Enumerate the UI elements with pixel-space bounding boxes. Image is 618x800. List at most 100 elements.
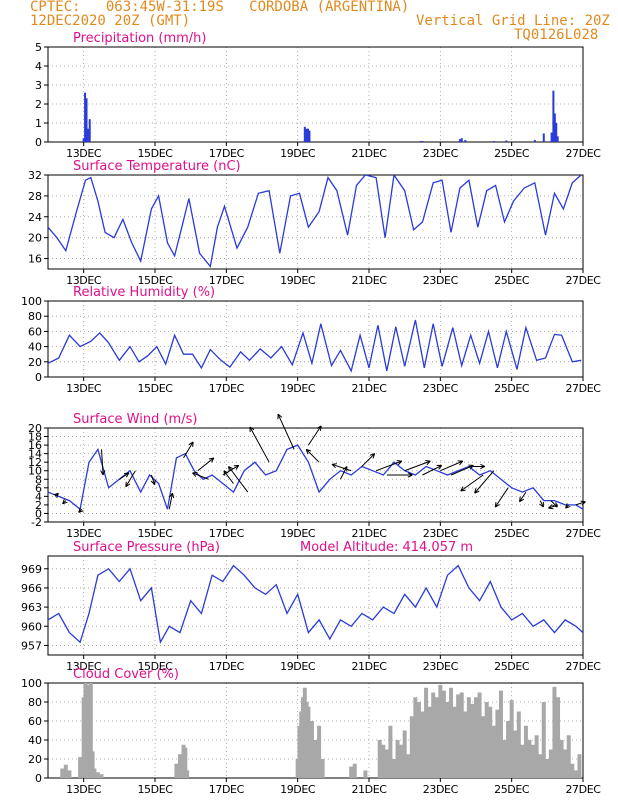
wind-arrow: [474, 470, 495, 494]
y-tick-label: 963: [21, 601, 42, 614]
wind-arrow-head: [249, 426, 255, 433]
cloud-bar: [466, 697, 471, 778]
cloud-bar: [174, 763, 179, 778]
x-tick-label: 25DEC: [494, 382, 530, 395]
panel-title: Relative Humidity (%): [73, 285, 215, 300]
wind-arrow-head: [494, 501, 500, 508]
y-tick-label: 60: [28, 325, 42, 338]
wind-arrow-head: [78, 507, 84, 513]
wind-arrow: [404, 460, 431, 472]
x-tick-label: 21DEC: [351, 147, 387, 160]
wind-arrow-head: [62, 498, 68, 505]
y-tick-label: 20: [28, 422, 42, 435]
y-tick-label: 4: [35, 60, 42, 73]
y-tick-label: 20: [28, 232, 42, 245]
cloud-bar: [516, 711, 521, 778]
cloud-bar: [177, 754, 182, 778]
cloud-bar: [563, 749, 568, 778]
temp-series-line: [48, 175, 582, 268]
cloud-bar: [402, 730, 407, 778]
cloud-bar: [481, 716, 486, 778]
precip-bar: [550, 132, 553, 142]
x-tick-label: 19DEC: [280, 783, 316, 796]
cloud-bar: [474, 697, 478, 778]
y-tick-label: 100: [21, 295, 42, 308]
wind-arrow: [228, 466, 249, 493]
x-tick-label: 19DEC: [280, 382, 316, 395]
cloud-bar: [545, 759, 550, 778]
x-tick-label: 23DEC: [423, 274, 459, 287]
cloud-bar: [577, 754, 582, 778]
wind-arrow-head: [369, 453, 376, 459]
wind-arrow-head: [53, 492, 59, 499]
x-tick-label: 17DEC: [209, 660, 245, 673]
panel-title: Precipitation (mm/h): [73, 31, 206, 46]
wind-arrow-head: [565, 503, 571, 509]
y-tick-label: 2: [35, 98, 42, 111]
y-tick-label: 40: [28, 341, 42, 354]
y-tick-label: 12: [28, 456, 42, 469]
cloud-bar: [491, 725, 496, 778]
panel-cloud: 0 20 40 60 80 100 13DEC 15DEC 17DEC 19DEC 21DEC 23D…: [21, 667, 602, 796]
wind-arrow-head: [425, 460, 431, 466]
y-tick-label: 957: [21, 639, 42, 652]
x-tick-label: 21DEC: [351, 783, 387, 796]
cloud-bar: [388, 725, 393, 778]
x-tick-label: 21DEC: [351, 274, 387, 287]
cloud-bar: [67, 770, 72, 778]
y-tick-label: 16: [28, 439, 42, 452]
x-tick-label: 23DEC: [423, 527, 459, 540]
wind-arrow: [331, 463, 352, 472]
x-tick-label: 23DEC: [423, 147, 459, 160]
panel-temp: 16 20 24 28 32 13DEC 15DEC 17DEC 19DEC 21DEC 23DEC…: [28, 159, 602, 287]
x-tick-label: 23DEC: [423, 382, 459, 395]
plot-frame: [47, 46, 584, 143]
cloud-bar: [498, 690, 503, 778]
wind-arrow-head: [208, 457, 215, 463]
cloud-bar: [420, 711, 425, 778]
cloud-bar: [95, 772, 100, 778]
cloud-bar: [459, 692, 464, 778]
precip-bar: [553, 113, 556, 142]
y-tick-label: 80: [28, 696, 42, 709]
wind-arrow-head: [580, 500, 586, 506]
cloud-bar: [538, 754, 543, 778]
y-tick-label: 24: [28, 211, 42, 224]
cloud-bar: [509, 700, 514, 778]
cloud-bar: [441, 690, 446, 778]
cloud-bar: [317, 725, 322, 778]
precip-bar: [419, 141, 422, 142]
cloud-bar: [445, 702, 450, 778]
cloud-bar: [399, 744, 404, 778]
y-tick-label: 20: [28, 356, 42, 369]
cloud-bar: [456, 694, 461, 778]
pres-series-line: [48, 564, 583, 645]
wind-arrow-head: [192, 472, 198, 477]
wind-arrow-head: [480, 463, 486, 470]
wind-arrow-head: [223, 470, 229, 476]
wind-arrow-head: [305, 448, 312, 455]
y-tick-label: -2: [31, 516, 42, 529]
panel-title: Surface Pressure (hPa): [73, 540, 220, 555]
wind-arrow-head: [169, 492, 175, 499]
y-tick-label: 3: [35, 79, 42, 92]
x-tick-label: 19DEC: [280, 660, 316, 673]
x-tick-label: 27DEC: [565, 382, 601, 395]
wind-arrow: [575, 501, 586, 506]
wind-arrow-head: [539, 502, 544, 508]
precip-bar: [307, 128, 310, 142]
cloud-bar: [452, 706, 457, 778]
cloud-bar: [477, 692, 482, 778]
cloud-bar: [384, 749, 389, 778]
y-tick-label: 960: [21, 620, 42, 633]
wind-arrow: [125, 470, 136, 487]
cloud-bar: [78, 757, 83, 778]
wind-arrow-head: [277, 413, 283, 420]
wind-arrow: [539, 500, 544, 508]
x-tick-label: 15DEC: [137, 274, 173, 287]
cloud-bar: [99, 774, 104, 778]
x-tick-label: 13DEC: [66, 783, 102, 796]
cloud-bar: [438, 684, 443, 778]
y-tick-label: 20: [28, 753, 42, 766]
wind-arrow: [422, 464, 442, 476]
